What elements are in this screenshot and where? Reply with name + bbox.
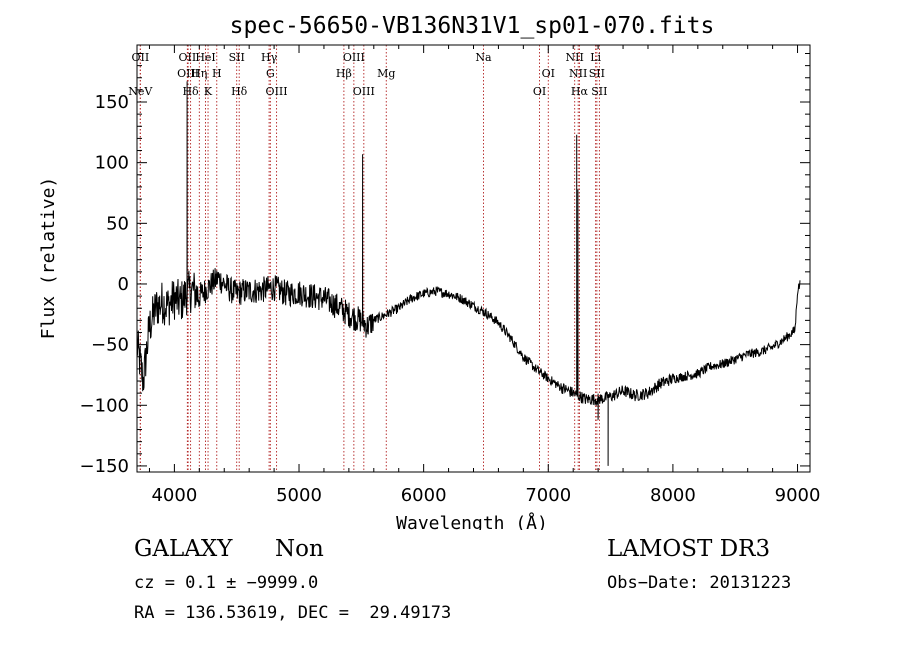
y-tick-label: −50 — [91, 335, 129, 356]
line-marker-label: Hβ — [336, 67, 352, 80]
line-marker-label: K — [204, 85, 213, 98]
line-marker-label: OIII — [266, 85, 288, 98]
x-tick-label: 6000 — [401, 485, 447, 506]
redshift-text: cz = 0.1 ± −9999.0 — [134, 573, 319, 593]
line-marker-label: SII — [591, 85, 607, 98]
survey-name: LAMOST DR3 — [607, 536, 771, 562]
line-marker-label: OII — [178, 51, 196, 64]
x-tick-label: 7000 — [525, 485, 571, 506]
line-marker-label: HeI — [195, 51, 215, 64]
x-axis-label: Wavelength (Å) — [396, 512, 548, 530]
line-marker-label: OIII — [177, 67, 199, 80]
line-marker-label: NII — [569, 67, 587, 80]
x-tick-label: 8000 — [650, 485, 696, 506]
line-marker-label: Li — [590, 51, 601, 64]
line-marker-label: SII — [589, 67, 605, 80]
y-tick-label: 150 — [95, 92, 129, 113]
line-marker-label: OI — [533, 85, 546, 98]
line-marker-label: Hδ — [231, 85, 248, 98]
line-marker-label: H — [212, 67, 222, 80]
line-marker-label: OIII — [353, 85, 375, 98]
coordinates-text: RA = 136.53619, DEC = 29.49173 — [134, 603, 452, 623]
x-tick-label: 4000 — [151, 485, 197, 506]
line-marker-label: NeV — [128, 85, 153, 98]
line-marker-label: Hα — [571, 85, 589, 98]
chart-title: spec-56650-VB136N31V1_sp01-070.fits — [230, 13, 715, 39]
line-marker-label: OII — [132, 51, 150, 64]
y-tick-label: 50 — [106, 213, 129, 234]
y-tick-label: 0 — [118, 274, 129, 295]
y-tick-label: −150 — [80, 456, 129, 477]
object-class: GALAXY — [134, 536, 233, 562]
observation-date: Obs−Date: 20131223 — [607, 573, 792, 593]
x-tick-label: 5000 — [276, 485, 322, 506]
spectrum-chart: spec-56650-VB136N31V1_sp01-070.fits NeV O… — [38, 13, 821, 530]
line-marker-label: Hη — [191, 67, 207, 80]
line-marker-label: NII — [566, 51, 584, 64]
line-marker-label: Hγ — [261, 51, 278, 64]
y-tick-label: 100 — [95, 153, 129, 174]
line-marker-label: OIII — [343, 51, 365, 64]
spectrum-line — [136, 81, 801, 466]
line-marker-label: OI — [542, 67, 555, 80]
plot-frame — [136, 44, 811, 473]
y-axis-label: Flux (relative) — [38, 177, 59, 340]
line-marker-label: Hδ — [182, 85, 199, 98]
line-marker-lines — [139, 45, 600, 472]
line-marker-label: Mg — [377, 67, 395, 80]
x-tick-label: 9000 — [775, 485, 821, 506]
x-axis-ticks: 4000 5000 6000 7000 8000 9000 — [148, 45, 821, 506]
object-subclass: Non — [275, 536, 324, 562]
y-axis-ticks: −150 −100 −50 0 50 100 150 — [80, 52, 810, 477]
line-marker-label: G — [266, 67, 275, 80]
line-marker-label: Na — [475, 51, 492, 64]
y-tick-label: −100 — [80, 395, 129, 416]
line-marker-label: SII — [229, 51, 245, 64]
